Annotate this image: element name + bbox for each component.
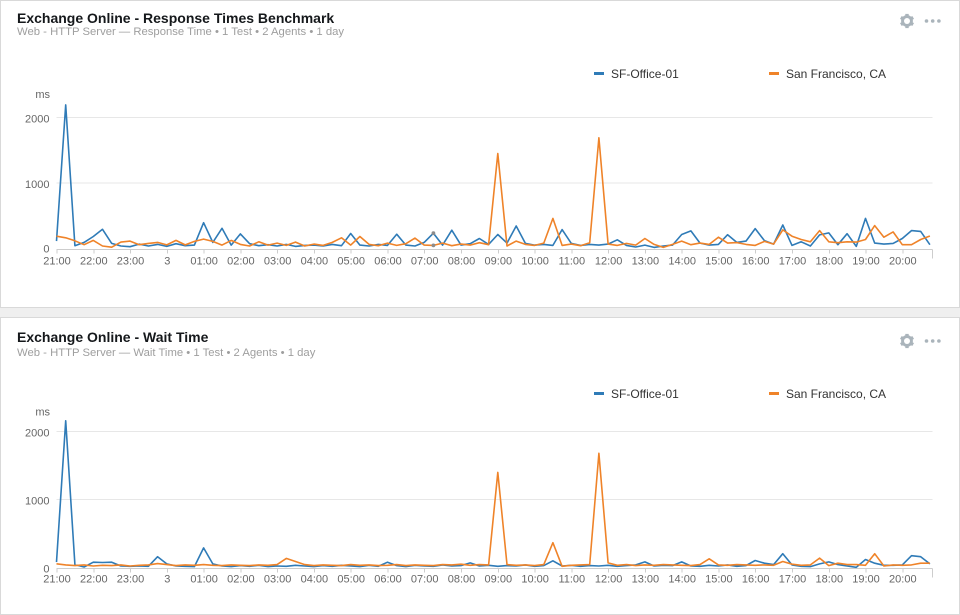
svg-text:22:00: 22:00 bbox=[80, 574, 108, 586]
svg-text:11:00: 11:00 bbox=[558, 256, 585, 268]
svg-text:16:00: 16:00 bbox=[742, 574, 770, 586]
svg-text:06:00: 06:00 bbox=[374, 574, 402, 586]
svg-text:13:00: 13:00 bbox=[632, 574, 660, 586]
svg-text:01:00: 01:00 bbox=[190, 256, 218, 268]
svg-text:14:00: 14:00 bbox=[668, 574, 696, 586]
svg-text:09:00: 09:00 bbox=[485, 256, 513, 268]
svg-text:01:00: 01:00 bbox=[190, 574, 218, 586]
svg-text:08:00: 08:00 bbox=[448, 574, 476, 586]
svg-text:21:00: 21:00 bbox=[43, 256, 71, 268]
svg-text:0: 0 bbox=[43, 564, 49, 576]
svg-text:12:00: 12:00 bbox=[595, 256, 623, 268]
svg-text:19:00: 19:00 bbox=[852, 256, 880, 268]
svg-text:3: 3 bbox=[164, 574, 170, 586]
svg-text:ms: ms bbox=[35, 89, 50, 101]
svg-text:03:00: 03:00 bbox=[264, 256, 292, 268]
svg-text:04:00: 04:00 bbox=[301, 574, 329, 586]
svg-text:15:00: 15:00 bbox=[705, 574, 733, 586]
svg-text:13:00: 13:00 bbox=[632, 256, 660, 268]
svg-text:ms: ms bbox=[35, 407, 50, 419]
svg-text:11:00: 11:00 bbox=[558, 574, 585, 586]
svg-text:17:00: 17:00 bbox=[779, 574, 807, 586]
svg-text:18:00: 18:00 bbox=[816, 256, 844, 268]
svg-text:06:00: 06:00 bbox=[374, 256, 402, 268]
svg-text:12:00: 12:00 bbox=[595, 574, 623, 586]
svg-text:05:00: 05:00 bbox=[337, 256, 365, 268]
svg-text:07:00: 07:00 bbox=[411, 574, 439, 586]
svg-text:3: 3 bbox=[164, 256, 170, 268]
svg-text:02:00: 02:00 bbox=[227, 574, 255, 586]
svg-text:03:00: 03:00 bbox=[264, 574, 292, 586]
svg-text:1000: 1000 bbox=[25, 496, 49, 508]
svg-text:09:00: 09:00 bbox=[485, 574, 513, 586]
svg-text:08:00: 08:00 bbox=[448, 256, 476, 268]
svg-text:23:00: 23:00 bbox=[117, 574, 145, 586]
svg-text:14:00: 14:00 bbox=[668, 256, 696, 268]
svg-text:23:00: 23:00 bbox=[117, 256, 145, 268]
svg-text:04:00: 04:00 bbox=[301, 256, 329, 268]
svg-text:17:00: 17:00 bbox=[779, 256, 807, 268]
svg-text:2000: 2000 bbox=[25, 113, 49, 125]
svg-text:10:00: 10:00 bbox=[521, 574, 549, 586]
svg-text:22:00: 22:00 bbox=[80, 256, 108, 268]
svg-text:2000: 2000 bbox=[25, 427, 49, 439]
svg-text:05:00: 05:00 bbox=[337, 574, 365, 586]
svg-text:1000: 1000 bbox=[25, 179, 49, 191]
svg-text:02:00: 02:00 bbox=[227, 256, 255, 268]
svg-text:20:00: 20:00 bbox=[889, 256, 917, 268]
svg-text:07:00: 07:00 bbox=[411, 256, 439, 268]
svg-text:10:00: 10:00 bbox=[521, 256, 549, 268]
svg-text:0: 0 bbox=[43, 244, 49, 256]
svg-text:21:00: 21:00 bbox=[43, 574, 71, 586]
svg-text:19:00: 19:00 bbox=[852, 574, 880, 586]
svg-text:20:00: 20:00 bbox=[889, 574, 917, 586]
svg-text:18:00: 18:00 bbox=[816, 574, 844, 586]
svg-text:15:00: 15:00 bbox=[705, 256, 733, 268]
svg-text:16:00: 16:00 bbox=[742, 256, 770, 268]
